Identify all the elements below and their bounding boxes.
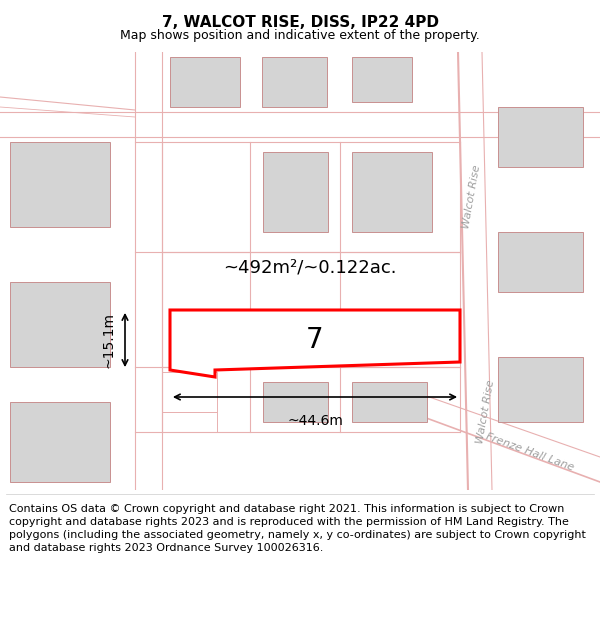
Bar	[352, 382, 427, 422]
Bar	[162, 412, 217, 432]
Bar	[262, 57, 327, 107]
Bar	[352, 152, 432, 232]
Text: Walcot Rise: Walcot Rise	[461, 164, 482, 230]
Polygon shape	[170, 310, 460, 377]
Bar	[498, 232, 583, 292]
Bar	[498, 107, 583, 167]
Bar	[352, 57, 412, 102]
Text: 7: 7	[306, 326, 324, 354]
Text: ~492m²/~0.122ac.: ~492m²/~0.122ac.	[223, 258, 397, 276]
Bar	[10, 282, 110, 367]
Text: Contains OS data © Crown copyright and database right 2021. This information is : Contains OS data © Crown copyright and d…	[9, 504, 586, 553]
Text: Map shows position and indicative extent of the property.: Map shows position and indicative extent…	[120, 29, 480, 42]
Bar	[162, 372, 217, 412]
Bar	[263, 382, 328, 422]
Text: 7, WALCOT RISE, DISS, IP22 4PD: 7, WALCOT RISE, DISS, IP22 4PD	[161, 14, 439, 29]
Bar	[10, 402, 110, 482]
Bar	[263, 152, 328, 232]
Text: Walcot Rise: Walcot Rise	[475, 379, 497, 445]
Bar	[498, 357, 583, 422]
Text: ~44.6m: ~44.6m	[287, 414, 343, 428]
Text: ~15.1m: ~15.1m	[101, 312, 115, 368]
Text: Frenze Hall Lane: Frenze Hall Lane	[485, 431, 575, 472]
Bar	[170, 57, 240, 107]
Bar	[10, 142, 110, 227]
